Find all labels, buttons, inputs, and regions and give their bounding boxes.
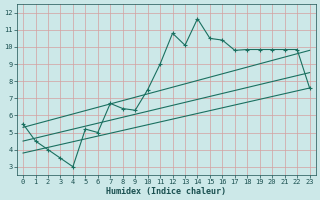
X-axis label: Humidex (Indice chaleur): Humidex (Indice chaleur) <box>106 187 226 196</box>
